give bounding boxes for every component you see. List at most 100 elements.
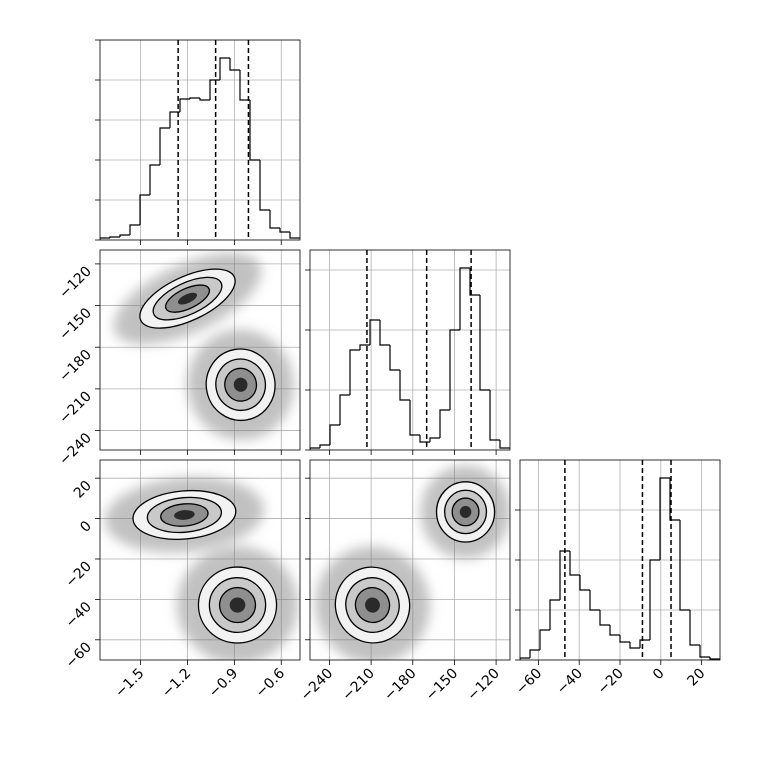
density-core bbox=[177, 292, 198, 305]
histogram-bin bbox=[319, 444, 330, 448]
plot-area bbox=[100, 250, 300, 450]
histogram-bin bbox=[469, 268, 480, 296]
histogram-bin bbox=[639, 639, 650, 648]
plot-area bbox=[100, 40, 300, 240]
histogram-bin bbox=[499, 440, 510, 449]
panel: −1.5 −1.2 −0.9 −0.6 20 0 −20 −40 −60 bbox=[63, 459, 301, 701]
y-tick-label: −60 bbox=[63, 639, 95, 671]
histogram-bin bbox=[529, 649, 540, 658]
x-tick-label: −150 bbox=[423, 666, 462, 705]
plot-area bbox=[310, 460, 510, 660]
density-core bbox=[459, 505, 472, 518]
histogram-bin bbox=[609, 625, 620, 636]
y-tick-label: −210 bbox=[56, 388, 95, 427]
y-tick-label: 0 bbox=[77, 518, 95, 536]
histogram-bin bbox=[689, 610, 700, 646]
histogram-bin bbox=[119, 234, 130, 237]
histogram-bin bbox=[289, 232, 300, 239]
histogram-bin bbox=[649, 559, 660, 640]
histogram-bin bbox=[349, 349, 360, 395]
histogram-bin bbox=[629, 642, 640, 649]
histogram-bin bbox=[229, 58, 240, 71]
panel: −240 −210 −180 −150 −120 bbox=[298, 459, 511, 705]
x-tick-label: −120 bbox=[464, 666, 503, 705]
histogram-bin bbox=[189, 97, 200, 99]
x-tick-label: −40 bbox=[554, 666, 586, 698]
y-tick-label: −150 bbox=[56, 305, 95, 344]
histogram-bin bbox=[569, 551, 580, 576]
plot-area bbox=[310, 250, 510, 450]
histogram-bin bbox=[100, 237, 110, 240]
histogram-bin bbox=[199, 98, 210, 101]
histogram-bin bbox=[329, 424, 340, 445]
x-tick-label: −240 bbox=[298, 666, 337, 705]
y-tick-label: −240 bbox=[56, 430, 95, 469]
histogram-bin bbox=[709, 657, 720, 660]
histogram-bin bbox=[379, 320, 390, 346]
x-tick-label: −210 bbox=[339, 666, 378, 705]
histogram-bin bbox=[419, 435, 430, 443]
x-tick-label: −0.6 bbox=[253, 665, 288, 700]
x-tick-label: 0 bbox=[650, 666, 668, 684]
histogram-bin bbox=[439, 409, 450, 438]
panel-frame bbox=[99, 39, 301, 241]
density-core bbox=[174, 510, 195, 520]
panel: −60 −40 −20 0 20 bbox=[513, 459, 721, 698]
histogram-bin bbox=[659, 477, 670, 560]
y-tick-label: 20 bbox=[71, 478, 95, 502]
x-tick-label: 20 bbox=[685, 666, 709, 690]
x-tick-label: −20 bbox=[595, 666, 627, 698]
histogram-bin bbox=[559, 550, 570, 600]
histogram-bin bbox=[459, 267, 470, 330]
density-core bbox=[233, 377, 248, 392]
histogram-bin bbox=[169, 111, 180, 128]
panel: −120−150−180−210−240 bbox=[56, 249, 301, 469]
x-tick-label: −1.5 bbox=[112, 666, 147, 701]
histogram-bin bbox=[589, 590, 600, 611]
y-tick-label: −40 bbox=[63, 599, 95, 631]
histogram-bin bbox=[259, 160, 270, 211]
panel-frame bbox=[309, 249, 511, 451]
panel bbox=[305, 249, 511, 455]
panel-frame bbox=[519, 459, 721, 661]
histogram-bin bbox=[479, 295, 490, 391]
histogram-bin bbox=[359, 344, 370, 350]
histogram-bin bbox=[449, 329, 460, 410]
histogram-bin bbox=[429, 437, 440, 442]
histogram-bin bbox=[239, 70, 250, 101]
histogram-bin bbox=[489, 390, 500, 441]
histogram-bin bbox=[520, 657, 530, 660]
plot-area bbox=[520, 460, 720, 660]
histogram-bin bbox=[269, 210, 280, 229]
histogram-bin bbox=[409, 400, 420, 436]
histogram-bin bbox=[679, 520, 690, 611]
histogram-bin bbox=[209, 79, 220, 100]
x-tick-label: −180 bbox=[381, 666, 420, 705]
histogram-bin bbox=[539, 629, 550, 650]
histogram-bin bbox=[109, 236, 120, 238]
x-tick-label: −1.2 bbox=[159, 666, 194, 701]
panel-frame bbox=[309, 459, 511, 661]
histogram-bin bbox=[549, 599, 560, 630]
histogram-bin bbox=[389, 345, 400, 371]
histogram-bin bbox=[619, 635, 630, 643]
histogram-bin bbox=[249, 100, 260, 161]
panel-frame bbox=[99, 459, 301, 661]
histogram-bin bbox=[129, 224, 140, 235]
x-tick-label: −0.9 bbox=[206, 666, 241, 701]
histogram-bin bbox=[599, 610, 610, 626]
histogram-bin bbox=[139, 194, 150, 225]
histogram-bin bbox=[310, 447, 320, 450]
histogram-bin bbox=[579, 575, 590, 591]
panel bbox=[95, 39, 301, 245]
plot-area bbox=[100, 460, 300, 660]
y-tick-label: −20 bbox=[63, 559, 95, 591]
histogram-bin bbox=[669, 478, 680, 521]
histogram-bin bbox=[339, 394, 350, 425]
density-core bbox=[229, 597, 246, 613]
panel-frame bbox=[99, 249, 301, 451]
histogram-bin bbox=[699, 645, 710, 658]
x-tick-label: −60 bbox=[513, 666, 545, 698]
histogram-bin bbox=[279, 228, 290, 233]
